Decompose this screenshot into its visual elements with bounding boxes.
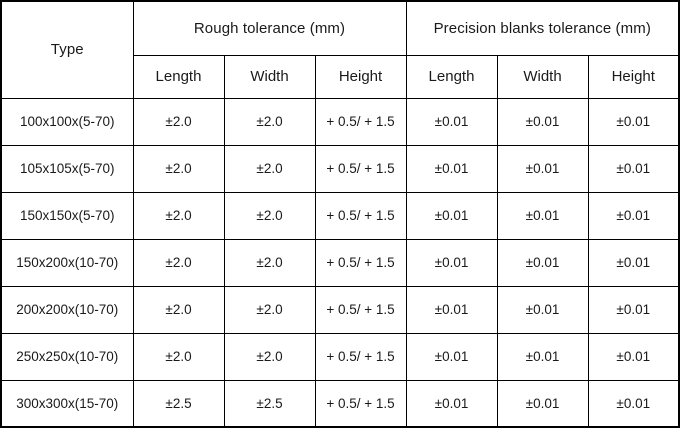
row-type-cell: 105x105x(5-70) [0, 144, 134, 193]
tolerance-value-cell: ±0.01 [405, 285, 498, 334]
tolerance-value-cell: ±0.01 [587, 285, 680, 334]
tolerance-value-cell: ±0.01 [405, 144, 498, 193]
tolerance-value-cell: ±0.01 [496, 379, 589, 428]
row-type-cell: 150x150x(5-70) [0, 191, 134, 240]
tolerance-value-cell: ±0.01 [587, 238, 680, 287]
tolerance-value-cell: ±0.01 [405, 191, 498, 240]
tolerance-value-cell: ±2.0 [223, 285, 316, 334]
tolerance-value-cell: ±0.01 [496, 285, 589, 334]
tolerance-value-cell: ±0.01 [496, 97, 589, 146]
tolerance-value-cell: ±2.0 [132, 285, 225, 334]
tolerance-value-cell: ±2.0 [223, 191, 316, 240]
precision-length-header: Length [405, 54, 498, 99]
row-type-cell: 100x100x(5-70) [0, 97, 134, 146]
tolerance-value-cell: ±0.01 [587, 191, 680, 240]
tolerance-value-cell: ±2.5 [223, 379, 316, 428]
table-row: 200x200x(10-70) ±2.0 ±2.0 + 0.5/ + 1.5 ±… [0, 285, 680, 334]
row-type-cell: 250x250x(10-70) [0, 332, 134, 381]
row-type-cell: 200x200x(10-70) [0, 285, 134, 334]
rough-length-header: Length [132, 54, 225, 99]
precision-width-header: Width [496, 54, 589, 99]
tolerance-value-cell: ±0.01 [405, 379, 498, 428]
row-type-cell: 300x300x(15-70) [0, 379, 134, 428]
tolerance-value-cell: ±0.01 [496, 238, 589, 287]
tolerance-value-cell: ±0.01 [587, 379, 680, 428]
tolerance-value-cell: ±2.0 [132, 238, 225, 287]
tolerance-value-cell: + 0.5/ + 1.5 [314, 97, 407, 146]
header-sub-row: Length Width Height Length Width Height [1, 54, 680, 99]
rough-height-header: Height [314, 54, 407, 99]
tolerance-value-cell: ±0.01 [587, 332, 680, 381]
tolerance-value-cell: ±0.01 [587, 144, 680, 193]
table-row: 250x250x(10-70) ±2.0 ±2.0 + 0.5/ + 1.5 ±… [0, 332, 680, 381]
tolerance-value-cell: ±2.0 [223, 238, 316, 287]
tolerance-value-cell: ±2.0 [223, 332, 316, 381]
tolerance-value-cell: ±0.01 [587, 97, 680, 146]
tolerance-value-cell: ±2.0 [132, 97, 225, 146]
header-group-row: Type Rough tolerance (mm) Precision blan… [0, 0, 680, 99]
table-row: 300x300x(15-70) ±2.5 ±2.5 + 0.5/ + 1.5 ±… [0, 379, 680, 428]
tolerance-value-cell: ±0.01 [405, 238, 498, 287]
tolerance-value-cell: ±2.0 [132, 191, 225, 240]
row-type-cell: 150x200x(10-70) [0, 238, 134, 287]
tolerance-value-cell: + 0.5/ + 1.5 [314, 379, 407, 428]
tolerance-value-cell: ±2.0 [223, 97, 316, 146]
tolerance-value-cell: ±0.01 [405, 332, 498, 381]
tolerance-value-cell: ±2.0 [223, 144, 316, 193]
tolerance-value-cell: ±2.0 [132, 144, 225, 193]
tolerance-value-cell: ±0.01 [496, 144, 589, 193]
tolerance-value-cell: + 0.5/ + 1.5 [314, 191, 407, 240]
table-row: 150x150x(5-70) ±2.0 ±2.0 + 0.5/ + 1.5 ±0… [0, 191, 680, 240]
tolerance-value-cell: ±2.0 [132, 332, 225, 381]
tolerance-value-cell: ±0.01 [496, 332, 589, 381]
precision-height-header: Height [587, 54, 680, 99]
tolerance-value-cell: ±0.01 [405, 97, 498, 146]
tolerance-value-cell: + 0.5/ + 1.5 [314, 332, 407, 381]
tolerance-value-cell: + 0.5/ + 1.5 [314, 144, 407, 193]
table-row: 150x200x(10-70) ±2.0 ±2.0 + 0.5/ + 1.5 ±… [0, 238, 680, 287]
precision-tolerance-group-header: Precision blanks tolerance (mm) [405, 0, 680, 56]
type-column-header: Type [0, 0, 134, 99]
tolerance-value-cell: + 0.5/ + 1.5 [314, 238, 407, 287]
rough-width-header: Width [223, 54, 316, 99]
tolerance-value-cell: ±2.5 [132, 379, 225, 428]
tolerance-value-cell: + 0.5/ + 1.5 [314, 285, 407, 334]
table-row: 105x105x(5-70) ±2.0 ±2.0 + 0.5/ + 1.5 ±0… [0, 144, 680, 193]
tolerance-value-cell: ±0.01 [496, 191, 589, 240]
rough-tolerance-group-header: Rough tolerance (mm) [132, 0, 407, 56]
table-row: 100x100x(5-70) ±2.0 ±2.0 + 0.5/ + 1.5 ±0… [0, 97, 680, 146]
